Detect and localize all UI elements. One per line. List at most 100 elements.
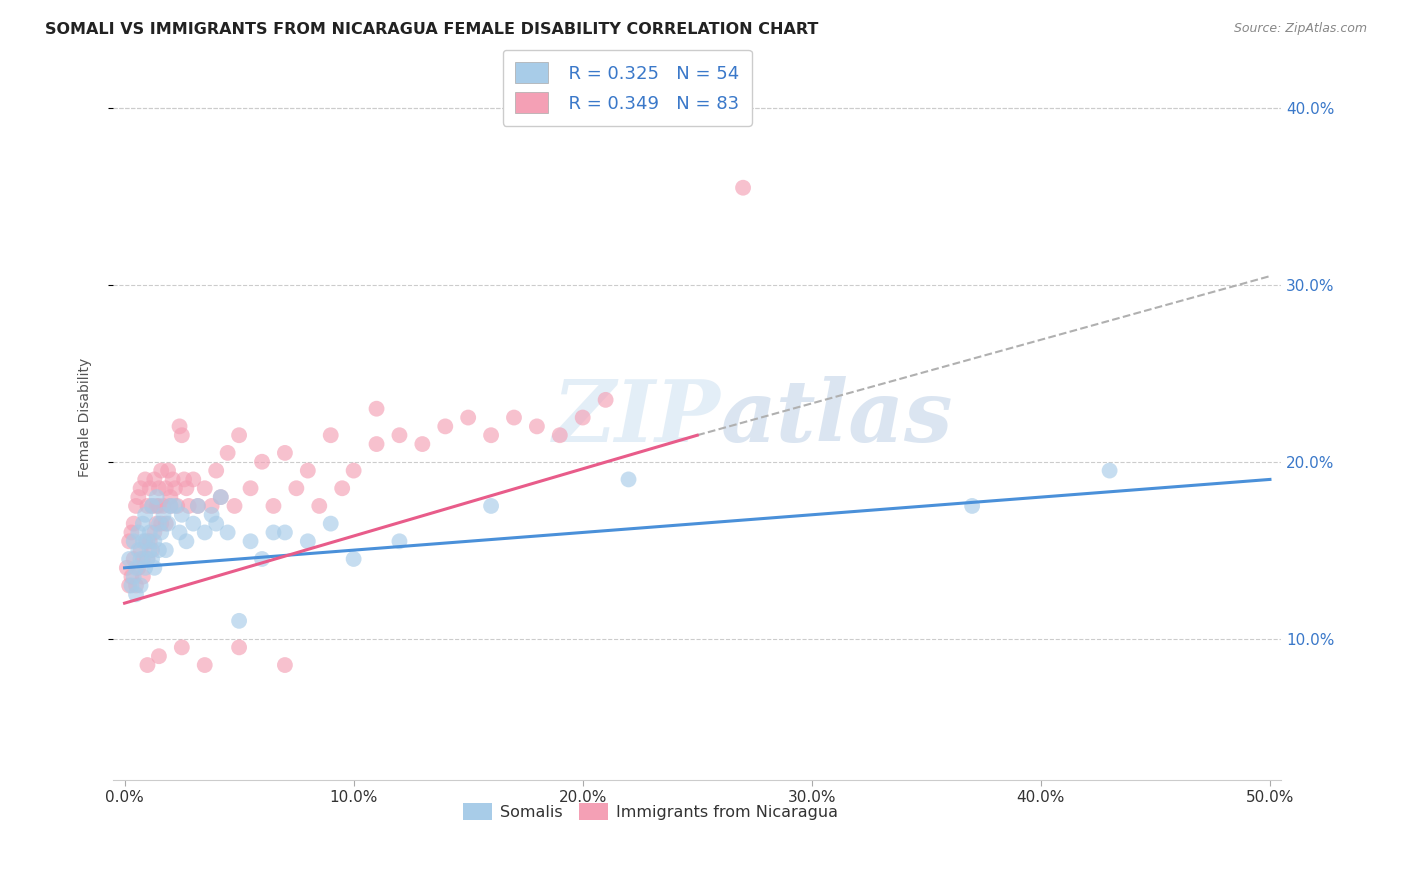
Point (145, 490, 167, 504)
Point (143, 472, 166, 486)
Point (122, 516, 145, 531)
Point (201, 508, 224, 522)
Point (170, 508, 193, 522)
Point (148, 516, 170, 531)
Point (503, 410, 526, 425)
Point (176, 534, 198, 549)
Point (228, 640, 250, 655)
Point (148, 481, 170, 495)
Point (132, 534, 155, 549)
Point (136, 499, 159, 513)
Point (120, 569, 142, 583)
Text: atlas: atlas (721, 376, 953, 459)
Point (274, 658, 297, 673)
Point (150, 464, 173, 478)
Point (343, 464, 366, 478)
Point (166, 499, 188, 513)
Point (176, 481, 198, 495)
Point (205, 516, 228, 531)
Point (134, 472, 156, 486)
Point (127, 561, 149, 575)
Point (162, 472, 184, 486)
Point (319, 516, 342, 531)
Point (120, 578, 142, 592)
Point (457, 410, 479, 425)
Point (388, 534, 411, 549)
Point (145, 516, 167, 531)
Point (139, 543, 162, 558)
Point (571, 410, 593, 425)
Point (129, 552, 152, 566)
Point (411, 437, 433, 451)
Text: SOMALI VS IMMIGRANTS FROM NICARAGUA FEMALE DISABILITY CORRELATION CHART: SOMALI VS IMMIGRANTS FROM NICARAGUA FEMA… (45, 22, 818, 37)
Point (134, 508, 156, 522)
Point (366, 437, 388, 451)
Point (617, 472, 640, 486)
Point (170, 428, 193, 442)
Point (343, 552, 366, 566)
Point (595, 392, 617, 407)
Point (159, 499, 181, 513)
Point (479, 499, 502, 513)
Point (228, 428, 250, 442)
Point (479, 428, 502, 442)
Point (163, 481, 186, 495)
Point (127, 490, 149, 504)
Point (434, 419, 457, 434)
Point (120, 525, 142, 540)
Point (145, 499, 167, 513)
Point (1098, 464, 1121, 478)
Point (152, 499, 174, 513)
Point (177, 499, 200, 513)
Point (239, 481, 262, 495)
Point (122, 534, 145, 549)
Point (308, 499, 330, 513)
Point (285, 481, 308, 495)
Point (136, 534, 159, 549)
Point (224, 499, 246, 513)
Point (157, 464, 180, 478)
Point (157, 516, 180, 531)
Point (194, 481, 217, 495)
Point (129, 578, 152, 592)
Point (143, 525, 166, 540)
Point (297, 534, 319, 549)
Point (136, 552, 159, 566)
Point (209, 490, 232, 504)
Point (170, 640, 193, 655)
Point (141, 552, 163, 566)
Point (132, 552, 155, 566)
Point (217, 446, 239, 460)
Point (960, 499, 983, 513)
Text: Source: ZipAtlas.com: Source: ZipAtlas.com (1233, 22, 1367, 36)
Point (250, 552, 273, 566)
Point (125, 578, 148, 592)
Point (274, 446, 297, 460)
Point (262, 499, 284, 513)
Point (330, 481, 353, 495)
Point (136, 552, 159, 566)
Point (319, 428, 342, 442)
Point (139, 525, 162, 540)
Point (132, 516, 155, 531)
Point (217, 525, 239, 540)
Point (129, 543, 152, 558)
Point (148, 543, 170, 558)
Point (169, 525, 191, 540)
Text: ZIP: ZIP (553, 376, 721, 459)
Point (163, 499, 186, 513)
Point (731, 180, 754, 194)
Point (115, 561, 138, 575)
Point (148, 499, 170, 513)
Point (155, 516, 177, 531)
Point (139, 534, 162, 549)
Point (134, 561, 156, 575)
Point (173, 472, 195, 486)
Point (388, 428, 411, 442)
Point (159, 490, 181, 504)
Point (125, 561, 148, 575)
Point (129, 481, 152, 495)
Point (118, 534, 141, 549)
Point (181, 516, 204, 531)
Point (125, 499, 148, 513)
